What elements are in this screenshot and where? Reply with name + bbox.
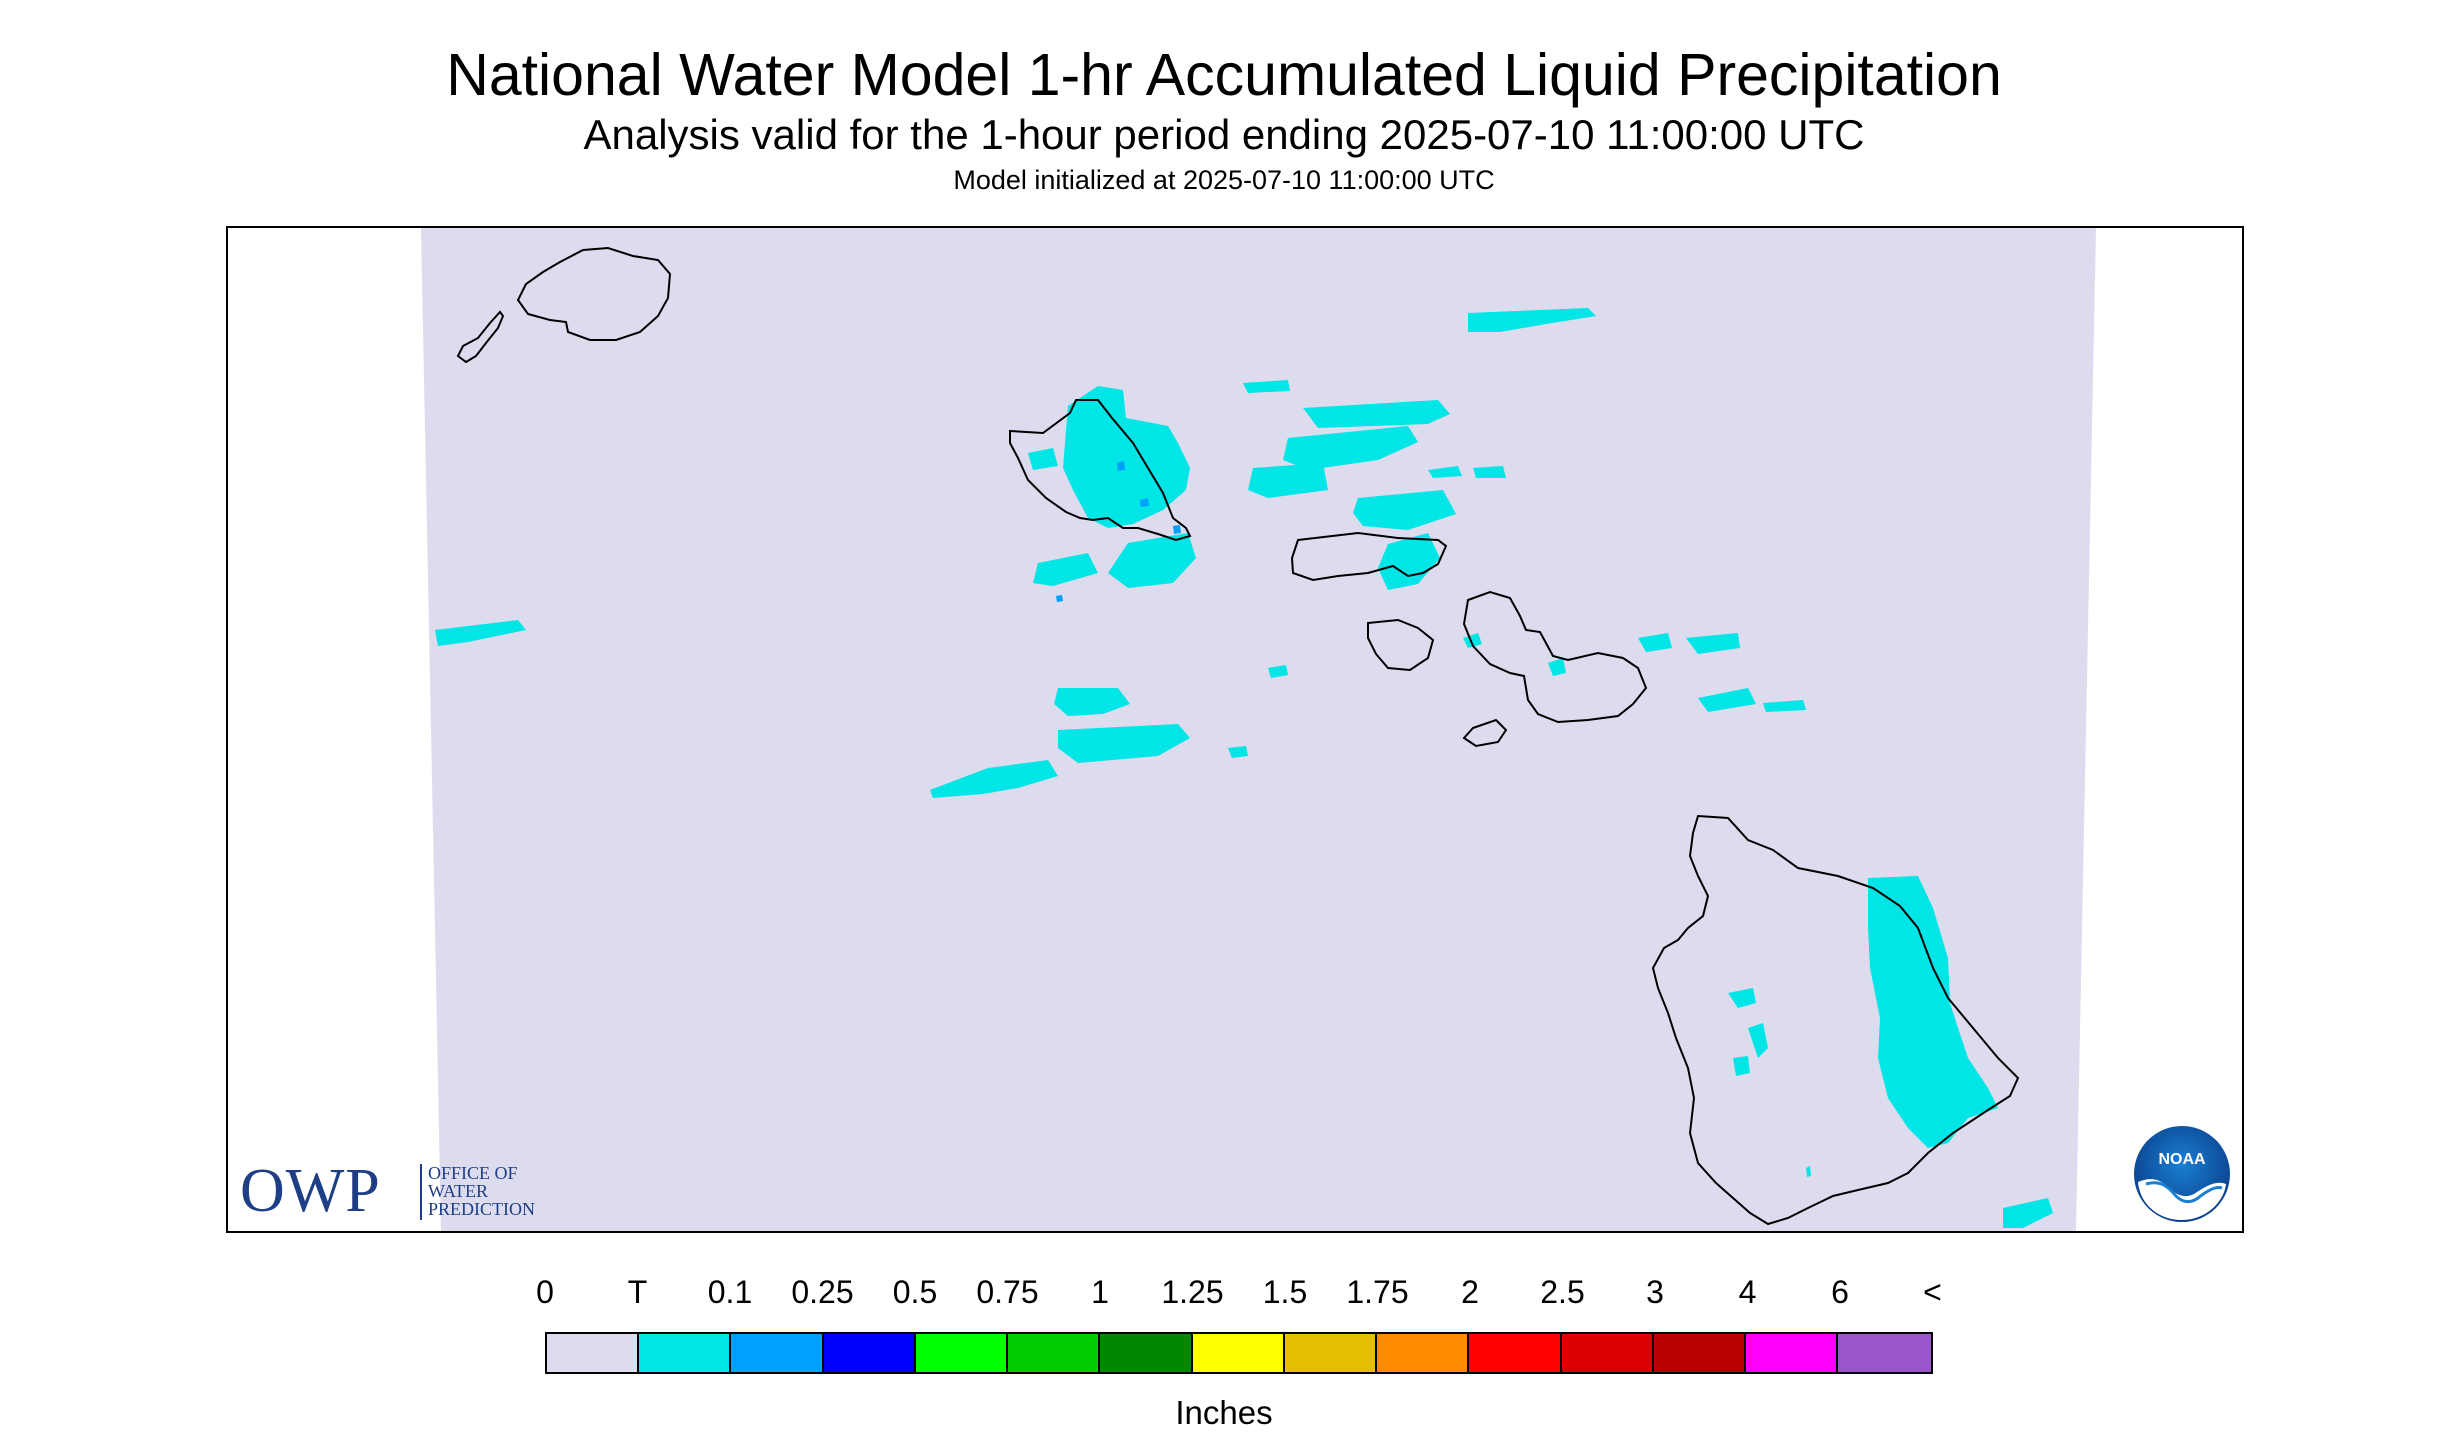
legend-swatch bbox=[1746, 1334, 1839, 1372]
legend-swatch bbox=[1192, 1334, 1285, 1372]
model-init-text: Model initialized at 2025-07-10 11:00:00… bbox=[953, 165, 1495, 195]
legend-label: 3 bbox=[1646, 1274, 1664, 1310]
kahoolawe-coastline bbox=[1462, 718, 1508, 748]
legend-label: 0 bbox=[536, 1274, 554, 1310]
kauai-coastline bbox=[516, 246, 672, 341]
niihau-coastline bbox=[456, 310, 505, 364]
legend-label: 1.75 bbox=[1346, 1274, 1409, 1310]
legend-label: 1 bbox=[1091, 1274, 1109, 1310]
legend-label: < bbox=[1923, 1274, 1942, 1310]
legend-label: 1.25 bbox=[1161, 1274, 1224, 1310]
map-panel: OWP OFFICE OF WATER PREDICTION NOAA bbox=[226, 226, 2244, 1233]
precip-01-areas bbox=[1056, 461, 1181, 602]
model-domain bbox=[421, 228, 2096, 1231]
noaa-logo-text: NOAA bbox=[2158, 1151, 2206, 1168]
legend-label: 2 bbox=[1461, 1274, 1479, 1310]
maui-coastline bbox=[1462, 590, 1648, 724]
oahu-coastline bbox=[1009, 399, 1192, 542]
legend-labels: 0 T 0.1 0.25 0.5 0.75 1 1.25 1.5 1.75 2 2.5 3 4 6 < bbox=[0, 1272, 2448, 1312]
legend-swatch bbox=[1100, 1334, 1193, 1372]
owp-logo-divider bbox=[420, 1164, 422, 1220]
legend-swatch bbox=[915, 1334, 1009, 1372]
legend-label: 1.5 bbox=[1262, 1274, 1308, 1310]
legend-swatch bbox=[823, 1334, 916, 1372]
legend-label: 0.1 bbox=[707, 1274, 753, 1310]
legend-swatch bbox=[639, 1334, 732, 1372]
legend-swatch bbox=[1377, 1334, 1470, 1372]
owp-logo-mark: OWP bbox=[240, 1157, 381, 1225]
molokai-coastline bbox=[1290, 531, 1448, 582]
legend-swatch bbox=[547, 1334, 640, 1372]
lanai-coastline bbox=[1367, 618, 1435, 672]
owp-logo: OWP OFFICE OF WATER PREDICTION bbox=[240, 1160, 560, 1230]
legend-swatch bbox=[1561, 1334, 1654, 1372]
owp-logo-text: OFFICE OF WATER PREDICTION bbox=[428, 1163, 535, 1219]
legend-swatch bbox=[1008, 1334, 1101, 1372]
coastlines bbox=[456, 246, 2020, 1226]
precip-trace-areas bbox=[435, 308, 2053, 1228]
hawaii-coastline bbox=[1651, 814, 2020, 1226]
legend-label: T bbox=[627, 1274, 648, 1310]
legend-swatch bbox=[1284, 1334, 1378, 1372]
legend-swatch bbox=[1469, 1334, 1562, 1372]
legend-swatch bbox=[731, 1334, 824, 1372]
legend-label: 2.5 bbox=[1540, 1274, 1585, 1310]
legend-label: 0.25 bbox=[791, 1274, 854, 1310]
legend-label: 0.5 bbox=[892, 1274, 938, 1310]
legend-units: Inches bbox=[1175, 1394, 1273, 1431]
noaa-logo: NOAA bbox=[2134, 1126, 2230, 1222]
legend-colorbar bbox=[545, 1332, 1933, 1374]
map-subtitle: Analysis valid for the 1-hour period end… bbox=[583, 111, 1865, 158]
legend-label: 0.75 bbox=[976, 1274, 1039, 1310]
legend-swatch bbox=[1653, 1334, 1747, 1372]
map-title: National Water Model 1-hr Accumulated Li… bbox=[446, 42, 2002, 108]
legend-label: 6 bbox=[1831, 1274, 1849, 1310]
legend-swatch bbox=[1838, 1334, 1931, 1372]
precipitation-map bbox=[421, 228, 2096, 1231]
legend-label: 4 bbox=[1738, 1274, 1757, 1310]
